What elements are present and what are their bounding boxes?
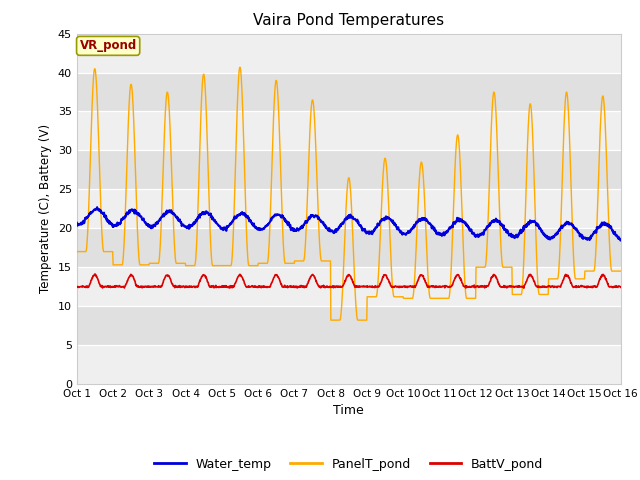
Bar xyxy=(77,150,621,189)
Text: VR_pond: VR_pond xyxy=(79,39,137,52)
Bar xyxy=(77,72,621,111)
Legend: Water_temp, PanelT_pond, BattV_pond: Water_temp, PanelT_pond, BattV_pond xyxy=(149,453,548,476)
Bar xyxy=(77,111,621,150)
Bar xyxy=(77,189,621,228)
Title: Vaira Pond Temperatures: Vaira Pond Temperatures xyxy=(253,13,444,28)
X-axis label: Time: Time xyxy=(333,405,364,418)
Bar xyxy=(77,34,621,72)
Bar xyxy=(77,228,621,267)
Bar xyxy=(77,306,621,345)
Bar xyxy=(77,345,621,384)
Bar xyxy=(77,267,621,306)
Y-axis label: Temperature (C), Battery (V): Temperature (C), Battery (V) xyxy=(39,124,52,293)
